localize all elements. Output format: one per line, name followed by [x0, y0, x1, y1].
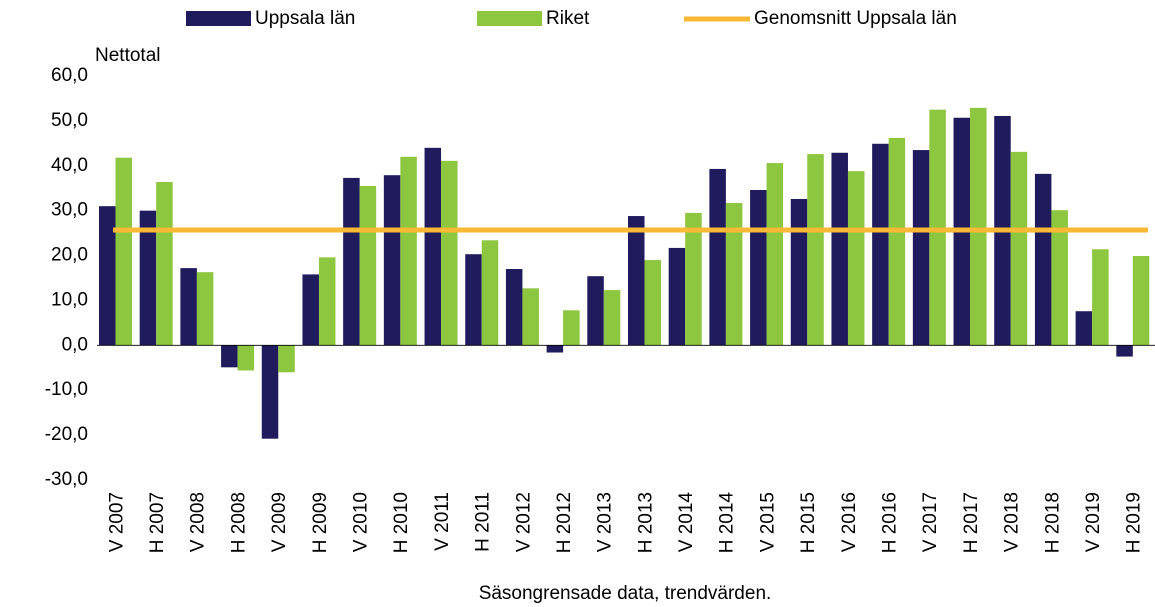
x-tick-label: V 2009 [269, 492, 290, 552]
y-tick-label: 60,0 [51, 65, 88, 86]
x-tick-label: H 2014 [717, 492, 738, 554]
x-tick-label: H 2019 [1124, 492, 1145, 553]
x-tick-label: V 2017 [920, 492, 941, 552]
bar [685, 212, 702, 346]
bar [888, 137, 906, 346]
x-tick-label: H 2017 [961, 492, 982, 553]
x-tick-label: V 2018 [1002, 492, 1023, 552]
y-tick-label: 30,0 [51, 200, 88, 221]
x-tick-label: H 2007 [147, 492, 168, 553]
bar [221, 345, 238, 368]
x-tick-label: V 2019 [1083, 492, 1104, 552]
bar [1010, 151, 1028, 346]
x-tick-label: H 2012 [554, 492, 575, 553]
x-tick-label: V 2013 [595, 492, 616, 552]
x-tick-label: H 2013 [635, 492, 656, 553]
bar [99, 206, 116, 346]
x-tick-label: H 2015 [798, 492, 819, 553]
bar [872, 143, 889, 346]
bar [709, 168, 726, 346]
bar [603, 290, 621, 346]
y-tick-label: 50,0 [51, 110, 88, 131]
x-tick-label: V 2014 [676, 492, 697, 553]
x-tick-label: V 2008 [188, 492, 209, 552]
bar [383, 175, 401, 346]
bar [522, 288, 539, 346]
bar [359, 185, 377, 346]
bar [424, 147, 442, 346]
bar [563, 310, 580, 346]
x-tick-label: H 2018 [1042, 492, 1063, 553]
bar [139, 210, 157, 346]
y-tick-label: 0,0 [62, 334, 88, 355]
bar [1051, 210, 1068, 346]
y-axis-label: Nettotal [95, 45, 160, 66]
bar [1034, 173, 1052, 346]
bar [465, 254, 482, 346]
x-tick-label: V 2011 [432, 492, 453, 551]
bar [505, 269, 523, 346]
x-axis-label: Säsongrensade data, trendvärden. [479, 583, 772, 604]
bar [587, 276, 604, 346]
bar [807, 154, 824, 346]
y-tick-label: -30,0 [45, 469, 88, 490]
x-tick-label: H 2008 [228, 492, 249, 553]
bar [644, 260, 661, 346]
x-tick-label: H 2010 [391, 492, 412, 553]
legend-label: Riket [546, 8, 590, 29]
x-tick-label: V 2015 [757, 492, 778, 552]
x-tick-label: H 2011 [473, 492, 494, 552]
x-tick-label: V 2012 [513, 492, 534, 552]
bar [1116, 345, 1133, 357]
bar [970, 107, 987, 346]
bar [302, 274, 319, 346]
x-tick-label: V 2010 [351, 492, 372, 552]
bar [115, 157, 132, 346]
x-tick-label: V 2007 [106, 492, 127, 552]
bar [1092, 249, 1109, 346]
x-tick-label: H 2016 [880, 492, 901, 553]
bar [790, 198, 808, 346]
bar [343, 177, 360, 346]
x-tick-label: V 2016 [839, 492, 860, 552]
bar [912, 150, 930, 346]
bar [481, 240, 499, 346]
bar [847, 171, 865, 346]
bar [261, 345, 279, 439]
bar [180, 268, 197, 346]
y-tick-label: 10,0 [51, 289, 88, 310]
bar [156, 181, 173, 346]
bar [725, 203, 743, 346]
bar [668, 247, 686, 346]
legend-swatch [477, 11, 542, 26]
bar [196, 272, 214, 346]
x-tick-label: H 2009 [310, 492, 331, 553]
bar [441, 160, 458, 346]
bar [546, 345, 564, 353]
bar [628, 216, 645, 346]
bar [318, 257, 336, 346]
bar [1075, 311, 1093, 346]
bar [400, 156, 417, 346]
bar [237, 345, 255, 371]
legend-label: Uppsala län [255, 8, 355, 29]
bar [750, 190, 767, 346]
legend-swatch [186, 11, 251, 26]
y-tick-label: 20,0 [51, 245, 88, 266]
y-tick-label: 40,0 [51, 155, 88, 176]
y-tick-label: -20,0 [45, 424, 88, 445]
bar [1132, 256, 1150, 346]
bar [766, 163, 784, 346]
legend-label: Genomsnitt Uppsala län [754, 8, 957, 29]
bar [278, 345, 295, 373]
bar [831, 152, 848, 346]
y-tick-label: -10,0 [45, 379, 88, 400]
